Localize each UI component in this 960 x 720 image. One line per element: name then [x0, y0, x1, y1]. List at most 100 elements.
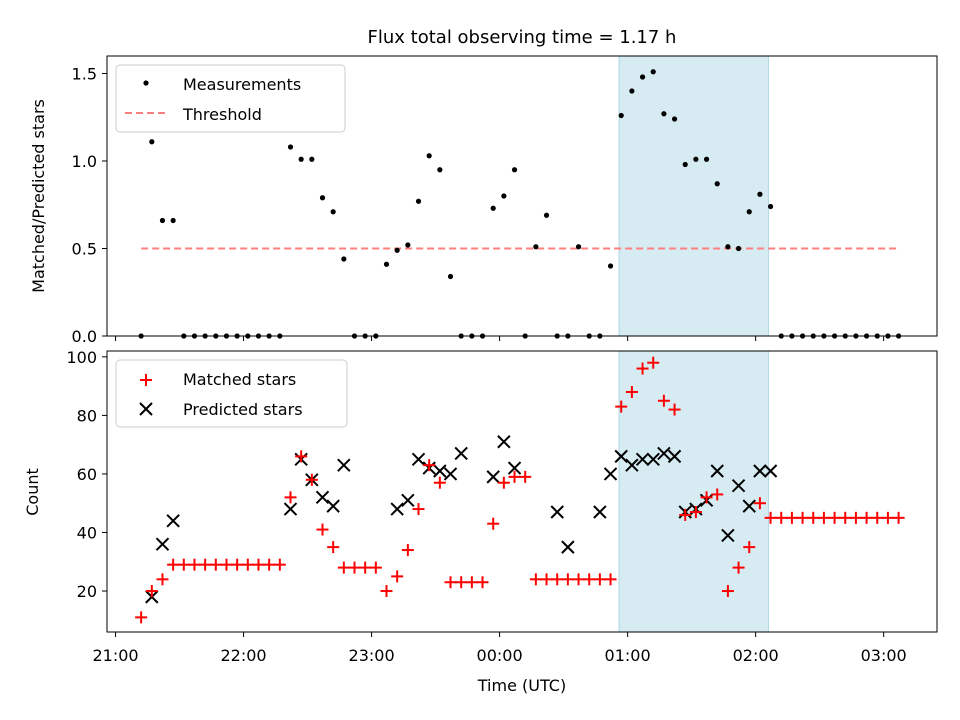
matched-point	[487, 517, 500, 530]
legend-measurements-label: Measurements	[183, 75, 301, 94]
ratio-y-tick-label: 1.5	[72, 65, 97, 84]
predicted-point-stroke	[753, 464, 767, 478]
count-y-tick-label: 80	[77, 406, 97, 425]
legend-threshold-label: Threshold	[182, 105, 262, 124]
count-y-tick-label: 100	[66, 348, 97, 367]
matched-point	[273, 558, 286, 571]
matched-point	[860, 511, 873, 524]
matched-points	[135, 356, 905, 624]
matched-point	[615, 400, 628, 413]
matched-point	[177, 558, 190, 571]
matched-point	[145, 585, 158, 598]
predicted-point-stroke	[166, 514, 180, 528]
matched-point	[348, 561, 361, 574]
matched-point	[209, 558, 222, 571]
measurement-point	[415, 198, 422, 204]
matched-point	[188, 558, 201, 571]
matched-point	[849, 511, 862, 524]
measurement-point	[490, 205, 496, 211]
predicted-point-stroke	[667, 449, 682, 464]
ratio-plot-frame	[106, 55, 938, 337]
measurement-point	[319, 195, 326, 201]
count-y-label: Count	[23, 468, 42, 516]
measurement-point	[735, 245, 742, 252]
matched-point	[817, 511, 830, 524]
predicted-point-stroke	[731, 478, 746, 493]
predicted-point	[433, 464, 447, 478]
matched-point	[380, 585, 393, 598]
ratio-y-tick-label: 0.5	[72, 240, 97, 259]
matched-point	[679, 508, 692, 521]
predicted-point	[497, 435, 511, 449]
measurement-point	[394, 247, 400, 253]
predicted-point	[657, 446, 671, 461]
ratio-y-tick-label: 1.0	[72, 152, 97, 171]
matched-point	[465, 576, 478, 589]
measurement-point	[746, 209, 752, 215]
measurement-point	[618, 112, 624, 119]
predicted-point-stroke	[550, 505, 564, 519]
measurement-point	[426, 153, 432, 159]
matched-point	[689, 505, 702, 518]
measurement-point	[693, 156, 699, 162]
matched-point	[700, 491, 713, 504]
matched-point	[337, 561, 350, 574]
predicted-point	[337, 458, 351, 472]
predicted-point	[401, 493, 415, 507]
matched-point	[807, 511, 820, 524]
count-y-tick-label: 60	[77, 465, 97, 484]
predicted-point	[443, 467, 458, 481]
chart-title: Flux total observing time = 1.17 h	[368, 27, 677, 48]
measurement-point	[383, 261, 390, 267]
legend-predicted-label: Predicted stars	[183, 400, 303, 419]
predicted-point-stroke	[603, 467, 618, 481]
measurement-point	[639, 74, 646, 80]
ratio-legend: Measurements Threshold	[115, 64, 346, 133]
predicted-point-stroke	[454, 446, 468, 461]
predicted-point-stroke	[710, 464, 724, 478]
legend-matched-marker	[140, 374, 152, 386]
measurement-point	[159, 217, 166, 224]
predicted-point-stroke	[763, 464, 778, 478]
matched-point	[167, 558, 180, 571]
matched-point	[636, 362, 649, 375]
measurement-point	[757, 191, 763, 197]
predicted-point	[166, 514, 180, 528]
predicted-point-stroke	[486, 470, 500, 484]
count-highlight-band	[618, 350, 769, 633]
matched-point	[263, 558, 276, 571]
matched-point	[327, 541, 340, 554]
count-x-axis: 21:00 22:00 23:00 00:00 01:00 02:00 03:00	[92, 632, 907, 665]
predicted-point-stroke	[742, 499, 756, 513]
matched-point	[444, 576, 457, 589]
measurement-point	[447, 273, 454, 280]
predicted-point-stroke	[411, 452, 426, 467]
matched-point	[657, 394, 670, 407]
matched-point	[540, 573, 553, 586]
measurement-point	[405, 242, 411, 248]
x-tick-label: 02:00	[733, 646, 779, 665]
matched-point	[828, 511, 841, 524]
matched-point	[252, 558, 265, 571]
matched-point	[305, 473, 318, 486]
ratio-highlight-band	[618, 55, 769, 337]
count-legend: Matched stars Predicted stars	[115, 359, 348, 428]
count-panel: 20 40 60 80 100 21:00 22:00 23:00 00:00 01:00 02:…	[23, 348, 938, 695]
measurement-point	[170, 217, 176, 224]
matched-point	[476, 576, 489, 589]
predicted-point-stroke	[646, 452, 660, 467]
matched-point	[199, 558, 212, 571]
predicted-point	[561, 540, 575, 554]
matched-point	[871, 511, 884, 524]
matched-point	[881, 511, 894, 524]
count-y-axis: 20 40 60 80 100	[66, 348, 107, 601]
ratio-y-axis: 0.0 0.5 1.0 1.5	[72, 65, 107, 346]
ratio-x-ticks	[115, 336, 885, 341]
matched-point	[135, 611, 148, 624]
x-axis-label: Time (UTC)	[477, 676, 566, 695]
matched-point	[721, 585, 734, 598]
x-tick-label: 03:00	[861, 646, 907, 665]
predicted-point-stroke	[283, 502, 298, 516]
matched-point	[785, 511, 798, 524]
